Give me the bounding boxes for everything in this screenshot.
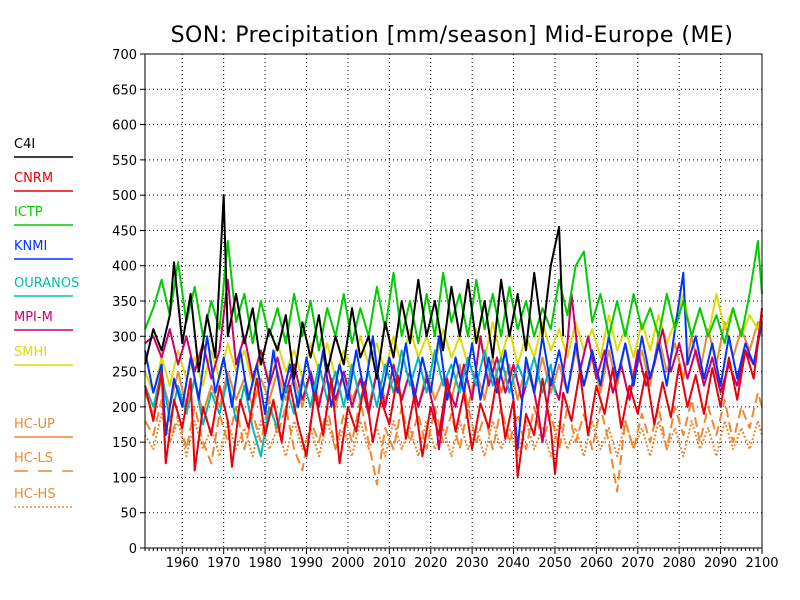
y-tick-label: 650: [112, 83, 137, 98]
legend-label-ictp: ICTP: [14, 205, 43, 220]
legend: C4I CNRM ICTP KNMI OURANOS MPI-M SMHI HC-UP HC-L…: [14, 137, 79, 508]
y-tick-label: 200: [112, 401, 137, 416]
x-tick-label: 2030: [456, 556, 489, 571]
y-tick-label: 500: [112, 189, 137, 204]
y-tick-label: 100: [112, 471, 137, 486]
y-tick-label: 600: [112, 119, 137, 134]
series-line-hc-hs: [144, 412, 763, 458]
y-tick-label: 450: [112, 224, 137, 239]
x-tick-label: 2060: [580, 556, 613, 571]
x-tick-label: 2050: [538, 556, 571, 571]
x-tick-label: 2080: [663, 556, 696, 571]
x-tick-label: 2000: [331, 556, 364, 571]
y-tick-label: 700: [112, 48, 137, 63]
legend-label-hc-hs: HC-HS: [14, 487, 56, 502]
y-tick-label: 350: [112, 295, 137, 310]
x-tick-label: 1980: [249, 556, 282, 571]
x-tick-label: 2070: [621, 556, 654, 571]
x-tick-label: 2040: [497, 556, 530, 571]
x-tick-label: 1960: [166, 556, 199, 571]
series-group: [144, 194, 763, 493]
series-line-cnrm: [144, 307, 763, 479]
legend-label-mpi-m: MPI-M: [14, 310, 53, 325]
series-line-hc-up: [144, 321, 763, 415]
series-line-hc-ls: [144, 391, 763, 493]
x-tick-label: 1970: [207, 556, 240, 571]
x-tick-label: 2020: [414, 556, 447, 571]
y-tick-label: 400: [112, 260, 137, 275]
y-tick-label: 250: [112, 366, 137, 381]
x-axis: 1960 1970 1980 1990 2000 2010 2020 2030 2040 2050…: [144, 548, 779, 571]
legend-label-hc-ls: HC-LS: [14, 451, 53, 466]
y-tick-label: 0: [129, 542, 137, 557]
legend-label-c4i: C4I: [14, 137, 35, 152]
legend-label-cnrm: CNRM: [14, 171, 53, 186]
chart-title: SON: Precipitation [mm/season] Mid-Europ…: [171, 23, 734, 48]
series-line-c4i: [144, 194, 565, 380]
y-tick-label: 50: [120, 507, 137, 522]
legend-label-hc-up: HC-UP: [14, 417, 55, 432]
series-line-knmi: [144, 271, 763, 451]
series-line-ouranos: [144, 349, 556, 458]
legend-label-ouranos: OURANOS: [14, 276, 79, 291]
y-axis: 0 50 100 150 200 250 300 350 400 450 500 550 600 650 7…: [112, 48, 145, 557]
legend-label-smhi: SMHI: [14, 345, 47, 360]
x-tick-label: 1990: [290, 556, 323, 571]
legend-label-knmi: KNMI: [14, 239, 47, 254]
x-tick-label: 2100: [745, 556, 778, 571]
y-tick-label: 300: [112, 330, 137, 345]
y-tick-label: 150: [112, 436, 137, 451]
y-tick-label: 550: [112, 154, 137, 169]
x-tick-label: 2090: [704, 556, 737, 571]
x-tick-label: 2010: [373, 556, 406, 571]
